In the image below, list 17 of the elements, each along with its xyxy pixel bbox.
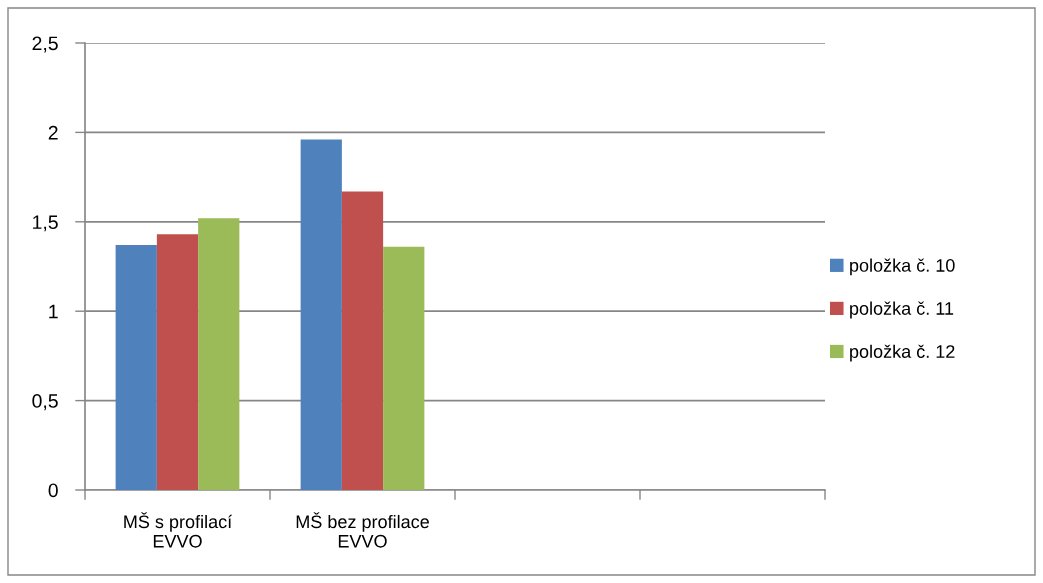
y-tick-label: 0,5: [32, 394, 58, 411]
bar: [156, 234, 199, 490]
bar: [300, 139, 342, 490]
bar: [383, 246, 425, 490]
y-tick-label: 1,5: [33, 215, 58, 232]
bar: [115, 245, 157, 490]
y-tick-label: 0: [48, 483, 58, 498]
y-tick-label: 2: [48, 125, 58, 140]
x-tick-label: MŠ bez profilace EVVO: [296, 512, 429, 548]
legend-label: položka č. 12: [850, 344, 955, 362]
bar: [198, 218, 240, 490]
legend-label: položka č. 11: [850, 301, 954, 319]
x-tick-label: MŠ s profilací EVVO: [124, 512, 233, 548]
legend-label: položka č. 10: [850, 258, 955, 276]
y-tick-label: 2,5: [32, 36, 58, 53]
bar: [341, 191, 384, 490]
y-tick-label: 1: [49, 304, 58, 319]
